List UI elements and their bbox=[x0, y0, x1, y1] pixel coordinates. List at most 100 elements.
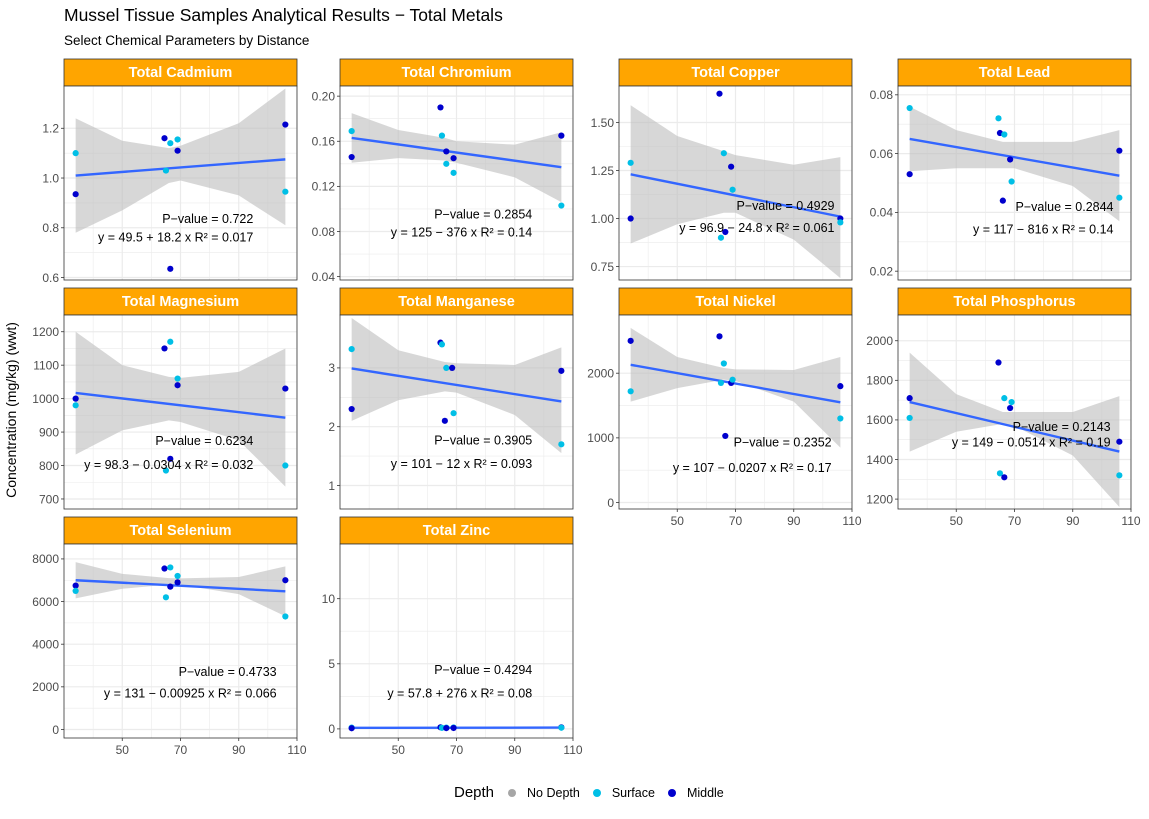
y-tick-label: 0 bbox=[52, 723, 59, 737]
data-point-middle bbox=[722, 228, 729, 236]
x-tick-label: 90 bbox=[232, 743, 246, 757]
data-point-middle bbox=[72, 395, 79, 402]
y-tick-label: 1200 bbox=[32, 325, 59, 339]
data-point-surface bbox=[1001, 131, 1008, 138]
y-tick-label: 1200 bbox=[866, 492, 893, 506]
data-point-surface bbox=[558, 441, 565, 448]
data-point-middle bbox=[348, 405, 355, 413]
y-tick-label: 10 bbox=[322, 592, 336, 606]
data-point-surface bbox=[717, 234, 725, 241]
x-tick-label: 110 bbox=[563, 743, 582, 757]
regression-equation: y = 101 − 12 x R² = 0.093 bbox=[391, 457, 532, 471]
data-point-surface bbox=[348, 345, 355, 353]
legend-item-no-depth: No Depth bbox=[508, 786, 580, 800]
data-point-middle bbox=[282, 577, 289, 584]
y-tick-label: 700 bbox=[39, 492, 59, 506]
y-tick-label: 0 bbox=[328, 722, 335, 736]
facet-strip-title: Total Magnesium bbox=[122, 294, 239, 310]
x-tick-label: 70 bbox=[729, 514, 743, 528]
data-point-middle bbox=[449, 364, 456, 372]
y-tick-label: 0.6 bbox=[42, 271, 59, 285]
facet-strip bbox=[63, 516, 298, 545]
x-tick-label: 70 bbox=[1008, 514, 1022, 528]
regression-equation: y = 98.3 − 0.0304 x R² = 0.032 bbox=[84, 458, 253, 472]
data-point-surface bbox=[627, 159, 634, 166]
data-point-middle bbox=[174, 147, 181, 154]
pvalue-annotation: P−value = 0.4733 bbox=[179, 665, 277, 679]
legend-swatch-middle bbox=[667, 788, 676, 797]
regression-line bbox=[909, 400, 1120, 453]
panel-border bbox=[339, 85, 574, 281]
data-point-surface bbox=[558, 202, 565, 209]
data-point-surface bbox=[162, 167, 170, 174]
y-tick-label: 0.16 bbox=[312, 135, 336, 149]
x-tick-label: 50 bbox=[116, 743, 130, 757]
facet-total-nickel: Total Nickel P−value = 0.2352 y = 107 − 0.… bbox=[587, 287, 862, 528]
pvalue-annotation: P−value = 0.2143 bbox=[1013, 420, 1111, 434]
regression-line bbox=[351, 136, 562, 169]
data-point-middle bbox=[1116, 438, 1123, 445]
data-point-middle bbox=[995, 359, 1002, 366]
regression-equation: y = 107 − 0.0207 x R² = 0.17 bbox=[673, 461, 832, 475]
confidence-band bbox=[75, 562, 286, 617]
regression-equation: y = 117 − 816 x R² = 0.14 bbox=[973, 223, 1114, 237]
y-tick-label: 0.8 bbox=[42, 221, 59, 235]
data-point-surface bbox=[174, 136, 181, 143]
data-point-middle bbox=[174, 382, 181, 389]
legend: Depth No Depth Surface Middle bbox=[0, 780, 1149, 808]
regression-line bbox=[75, 391, 286, 419]
facet-total-manganese: Total Manganese P−value = 0.3905 y = 101 −… bbox=[328, 287, 574, 510]
panel-content: P−value = 0.4929 y = 96.9 − 24.8 x R² = 0… bbox=[619, 86, 852, 280]
facet-strip-title: Total Chromium bbox=[401, 65, 511, 81]
facet-strip bbox=[897, 58, 1132, 87]
data-point-surface bbox=[627, 388, 634, 395]
data-point-surface bbox=[720, 150, 727, 157]
y-tick-label: 0 bbox=[607, 496, 614, 510]
regression-equation: y = 49.5 + 18.2 x R² = 0.017 bbox=[98, 230, 253, 244]
y-tick-label: 1400 bbox=[866, 453, 893, 467]
data-point-surface bbox=[167, 338, 174, 345]
x-tick-label: 90 bbox=[1066, 514, 1080, 528]
y-tick-label: 1.0 bbox=[42, 171, 59, 185]
panel-content: P−value = 0.6234 y = 98.3 − 0.0304 x R² =… bbox=[64, 315, 297, 509]
y-tick-label: 1.2 bbox=[42, 122, 59, 136]
data-point-surface bbox=[174, 572, 181, 580]
facet-strip-title: Total Manganese bbox=[398, 294, 515, 310]
x-tick-label: 70 bbox=[174, 743, 188, 757]
panel-content: P−value = 0.722 y = 49.5 + 18.2 x R² = 0.… bbox=[64, 86, 297, 280]
pvalue-annotation: P−value = 0.3905 bbox=[434, 433, 532, 447]
pvalue-annotation: P−value = 0.6234 bbox=[155, 434, 253, 448]
data-point-surface bbox=[1116, 194, 1123, 201]
x-tick-label: 50 bbox=[392, 743, 406, 757]
confidence-band bbox=[75, 331, 286, 487]
data-point-surface bbox=[348, 128, 355, 135]
confidence-band bbox=[630, 327, 841, 448]
data-point-middle bbox=[450, 155, 457, 162]
facet-total-selenium: Total Selenium P−value = 0.4733 y = 131 − … bbox=[32, 516, 307, 757]
y-tick-label: 1100 bbox=[33, 358, 59, 372]
y-tick-label: 1.50 bbox=[591, 116, 615, 130]
pvalue-annotation: P−value = 0.2854 bbox=[434, 208, 532, 222]
data-point-surface bbox=[162, 594, 170, 601]
regression-line bbox=[75, 579, 286, 593]
data-point-surface bbox=[717, 379, 725, 386]
legend-item-middle: Middle bbox=[667, 786, 724, 800]
y-tick-label: 0.75 bbox=[591, 260, 615, 274]
regression-line bbox=[351, 367, 562, 403]
data-point-middle bbox=[348, 153, 355, 161]
legend-label-surface: Surface bbox=[611, 785, 655, 800]
regression-equation: y = 125 − 376 x R² = 0.14 bbox=[391, 226, 532, 240]
data-point-middle bbox=[1007, 156, 1014, 163]
data-point-middle bbox=[282, 121, 289, 128]
data-point-surface bbox=[996, 470, 1004, 477]
facet-strip-title: Total Copper bbox=[691, 65, 780, 81]
y-tick-label: 1600 bbox=[866, 413, 893, 427]
panel-content: P−value = 0.4733 y = 131 − 0.00925 x R² =… bbox=[64, 544, 297, 738]
y-tick-label: 0.08 bbox=[870, 88, 894, 102]
panel-content: P−value = 0.2854 y = 125 − 376 x R² = 0.1… bbox=[340, 86, 573, 280]
data-point-middle bbox=[558, 132, 565, 139]
regression-equation: y = 131 − 0.00925 x R² = 0.066 bbox=[104, 686, 277, 700]
data-point-surface bbox=[720, 360, 727, 367]
data-point-middle bbox=[167, 265, 174, 272]
x-tick-label: 110 bbox=[842, 514, 861, 528]
